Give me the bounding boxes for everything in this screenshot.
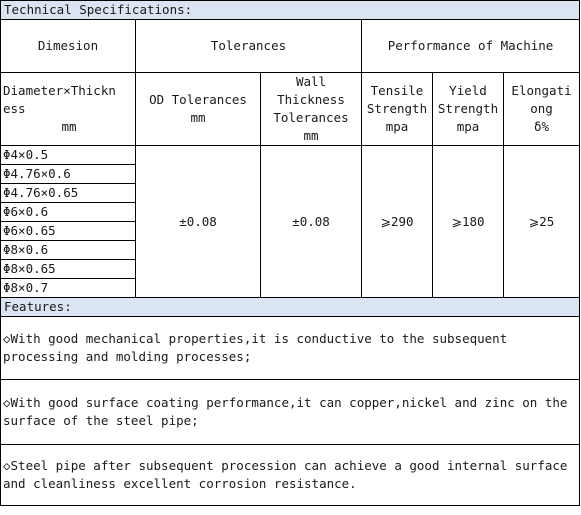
size-cell: Φ4.76×0.65 — [0, 183, 136, 203]
col-wall-unit: mm — [303, 128, 319, 143]
col-wall-line2: Thickness — [277, 92, 345, 107]
col-yield-unit: mpa — [456, 119, 480, 134]
col-tensile-line1: Tensile — [370, 83, 424, 98]
col-tensile-line2: Strength — [366, 101, 428, 116]
col-yield-line1: Yield — [449, 83, 487, 98]
feature-item: ◇With good surface coating performance,i… — [0, 379, 581, 445]
tensile-strength-value: ⩾290 — [361, 145, 433, 298]
yield-strength-value: ⩾180 — [432, 145, 504, 298]
size-cell: Φ8×0.6 — [0, 240, 136, 260]
group-dimension: Dimesion — [0, 19, 136, 73]
col-wall-line1: Wall — [295, 74, 327, 89]
section-title-features: Features: — [0, 297, 581, 317]
col-diameter-line1: Diameter×Thickn — [3, 83, 116, 98]
col-yield-strength: Yield Strength mpa — [432, 72, 504, 146]
col-diameter-thickness: Diameter×Thickn ess mm — [0, 72, 136, 146]
od-tolerance-value: ±0.08 — [135, 145, 261, 298]
col-tensile-unit: mpa — [385, 119, 409, 134]
col-elong-line2: ong — [530, 101, 553, 116]
group-tolerances: Tolerances — [135, 19, 362, 73]
wall-tolerance-value: ±0.08 — [260, 145, 362, 298]
col-wall-line3: Tolerances — [273, 110, 349, 125]
col-tensile-strength: Tensile Strength mpa — [361, 72, 433, 146]
col-elong-line1: Elongati — [511, 83, 572, 98]
col-elong-unit: δ% — [534, 119, 550, 134]
col-od-tolerances: OD Tolerances mm — [135, 72, 261, 146]
size-cell: Φ4×0.5 — [0, 145, 136, 165]
feature-item: ◇Steel pipe after subsequent procession … — [0, 444, 581, 506]
group-performance: Performance of Machine — [360, 19, 581, 73]
feature-item: ◇With good mechanical properties,it is c… — [0, 316, 581, 380]
col-diameter-line2: ess — [3, 101, 26, 116]
col-od-unit: mm — [190, 110, 206, 125]
size-cell: Φ8×0.65 — [0, 259, 136, 279]
col-od-line1: OD Tolerances — [149, 92, 247, 107]
col-diameter-unit: mm — [61, 119, 77, 134]
size-cell: Φ6×0.6 — [0, 202, 136, 222]
section-title-specifications: Technical Specifications: — [0, 0, 581, 20]
col-elongation: Elongati ong δ% — [502, 72, 581, 146]
size-cell: Φ4.76×0.6 — [0, 164, 136, 184]
col-wall-tolerances: Wall Thickness Tolerances mm — [260, 72, 362, 146]
size-cell: Φ8×0.7 — [0, 278, 136, 298]
col-yield-line2: Strength — [437, 101, 499, 116]
elongation-value: ⩾25 — [502, 145, 581, 298]
size-cell: Φ6×0.65 — [0, 221, 136, 241]
